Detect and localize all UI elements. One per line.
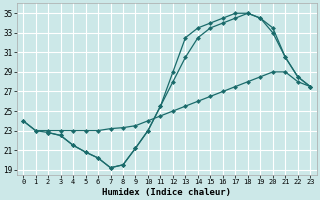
X-axis label: Humidex (Indice chaleur): Humidex (Indice chaleur) <box>102 188 231 197</box>
